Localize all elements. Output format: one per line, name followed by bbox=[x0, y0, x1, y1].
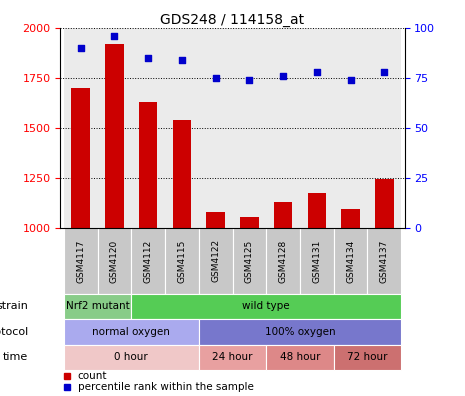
Text: GSM4125: GSM4125 bbox=[245, 239, 254, 282]
Bar bbox=[64, 345, 199, 370]
Text: 48 hour: 48 hour bbox=[280, 352, 320, 362]
Text: 72 hour: 72 hour bbox=[347, 352, 388, 362]
Text: normal oxygen: normal oxygen bbox=[93, 327, 170, 337]
Text: GSM4128: GSM4128 bbox=[279, 239, 288, 282]
Bar bbox=[64, 294, 131, 319]
Bar bbox=[274, 202, 292, 228]
Point bbox=[111, 32, 118, 39]
Bar bbox=[334, 228, 367, 294]
Bar bbox=[105, 44, 124, 228]
Text: percentile rank within the sample: percentile rank within the sample bbox=[78, 382, 253, 392]
Bar bbox=[232, 228, 266, 294]
Bar bbox=[300, 28, 334, 228]
Title: GDS248 / 114158_at: GDS248 / 114158_at bbox=[160, 13, 305, 27]
Bar bbox=[64, 319, 199, 345]
Bar bbox=[199, 319, 401, 345]
Bar bbox=[266, 345, 334, 370]
Text: time: time bbox=[3, 352, 28, 362]
Text: GSM4115: GSM4115 bbox=[177, 239, 186, 283]
Bar bbox=[64, 28, 98, 228]
Bar bbox=[139, 102, 158, 228]
Text: GSM4137: GSM4137 bbox=[380, 239, 389, 283]
Bar bbox=[131, 294, 401, 319]
Bar bbox=[165, 228, 199, 294]
Bar bbox=[334, 28, 367, 228]
Point bbox=[178, 57, 186, 63]
Point bbox=[380, 69, 388, 75]
Bar bbox=[98, 228, 131, 294]
Text: 24 hour: 24 hour bbox=[212, 352, 253, 362]
Bar bbox=[266, 228, 300, 294]
Bar bbox=[300, 228, 334, 294]
Point bbox=[279, 72, 287, 79]
Point bbox=[77, 45, 85, 51]
Text: wild type: wild type bbox=[242, 301, 290, 311]
Text: GSM4122: GSM4122 bbox=[211, 239, 220, 282]
Bar bbox=[240, 217, 259, 228]
Text: 100% oxygen: 100% oxygen bbox=[265, 327, 335, 337]
Text: Nrf2 mutant: Nrf2 mutant bbox=[66, 301, 129, 311]
Point bbox=[313, 69, 320, 75]
Text: GSM4131: GSM4131 bbox=[312, 239, 321, 283]
Bar bbox=[367, 28, 401, 228]
Point bbox=[212, 74, 219, 81]
Bar bbox=[206, 212, 225, 228]
Bar bbox=[199, 228, 232, 294]
Text: 0 hour: 0 hour bbox=[114, 352, 148, 362]
Bar bbox=[165, 28, 199, 228]
Bar bbox=[131, 228, 165, 294]
Bar bbox=[232, 28, 266, 228]
Bar bbox=[307, 193, 326, 228]
Bar bbox=[341, 209, 360, 228]
Point bbox=[145, 55, 152, 61]
Bar bbox=[64, 228, 98, 294]
Bar bbox=[98, 28, 131, 228]
Bar bbox=[173, 120, 191, 228]
Text: GSM4112: GSM4112 bbox=[144, 239, 153, 282]
Point bbox=[246, 77, 253, 83]
Text: strain: strain bbox=[0, 301, 28, 311]
Bar bbox=[367, 228, 401, 294]
Text: GSM4117: GSM4117 bbox=[76, 239, 85, 283]
Point bbox=[347, 77, 354, 83]
Bar bbox=[199, 345, 266, 370]
Text: GSM4134: GSM4134 bbox=[346, 239, 355, 282]
Bar bbox=[266, 28, 300, 228]
Text: protocol: protocol bbox=[0, 327, 28, 337]
Bar bbox=[375, 179, 393, 228]
Bar bbox=[199, 28, 232, 228]
Text: count: count bbox=[78, 371, 107, 381]
Bar bbox=[334, 345, 401, 370]
Text: GSM4120: GSM4120 bbox=[110, 239, 119, 282]
Bar bbox=[131, 28, 165, 228]
Bar bbox=[72, 88, 90, 228]
